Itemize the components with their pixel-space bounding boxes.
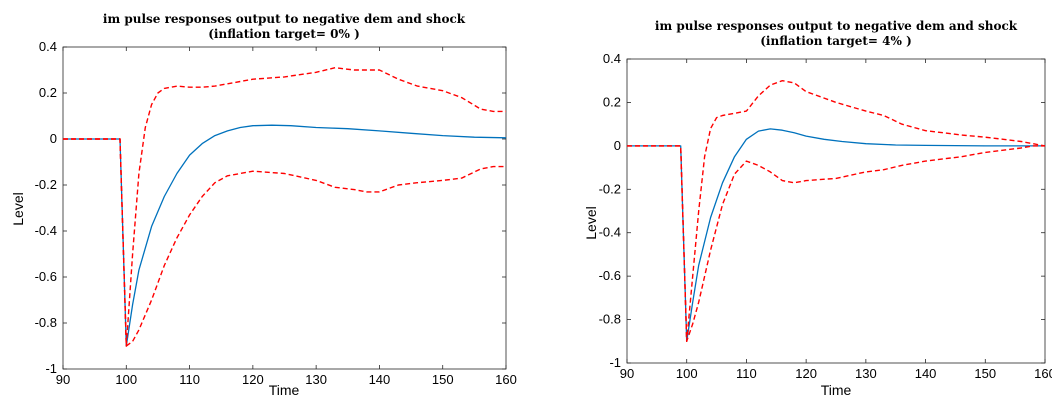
- x-tick-label: 130: [305, 372, 327, 387]
- x-tick-label: 110: [736, 366, 757, 381]
- x-tick-label: 120: [242, 372, 264, 387]
- x-tick-label: 110: [179, 372, 200, 387]
- chart-panel-left: im pulse responses output to negative de…: [10, 12, 517, 397]
- x-tick-label: 120: [795, 366, 817, 381]
- y-axis-label: Level: [583, 206, 599, 239]
- y-tick-label: -1: [45, 361, 57, 376]
- x-tick-label: 100: [676, 366, 698, 381]
- chart-subtitle: (inflation target= 0% ): [208, 27, 360, 41]
- y-tick-label: 0.4: [39, 39, 57, 54]
- confidence-band-line: [627, 145, 1045, 342]
- x-tick-label: 160: [1034, 366, 1052, 381]
- y-tick-label: 0: [614, 138, 621, 153]
- y-tick-label: -0.8: [35, 315, 57, 330]
- y-tick-label: -1: [609, 355, 621, 370]
- y-tick-label: -0.2: [599, 181, 621, 196]
- y-tick-label: 0.2: [603, 94, 621, 109]
- x-axis-label: Time: [821, 382, 852, 397]
- impulse-response-line: [63, 124, 507, 347]
- confidence-band-line: [627, 80, 1046, 342]
- x-tick-label: 160: [495, 372, 517, 387]
- plot-area: [626, 58, 1046, 364]
- plot-area: [62, 46, 507, 370]
- confidence-band-line: [63, 138, 506, 347]
- x-tick-label: 100: [115, 372, 137, 387]
- y-tick-label: -0.4: [35, 223, 57, 238]
- y-axis-label: Level: [10, 192, 26, 225]
- x-tick-label: 130: [855, 366, 877, 381]
- y-tick-label: -0.4: [599, 225, 621, 240]
- chart-title: im pulse responses output to negative de…: [655, 19, 1018, 33]
- y-tick-label: 0.2: [39, 85, 57, 100]
- y-tick-label: -0.2: [35, 177, 57, 192]
- x-tick-label: 140: [915, 366, 937, 381]
- y-tick-label: 0: [50, 131, 57, 146]
- impulse-response-line: [627, 128, 1045, 342]
- x-tick-label: 150: [974, 366, 996, 381]
- chart-subtitle: (inflation target= 4% ): [760, 34, 912, 48]
- confidence-band-line: [63, 67, 506, 347]
- x-axis-label: Time: [269, 382, 300, 397]
- x-tick-label: 90: [620, 366, 634, 381]
- y-tick-label: -0.6: [35, 269, 57, 284]
- chart-panel-right: im pulse responses output to negative de…: [583, 19, 1052, 397]
- y-tick-label: -0.8: [599, 312, 621, 327]
- x-tick-label: 90: [56, 372, 70, 387]
- x-tick-label: 140: [369, 372, 391, 387]
- x-tick-label: 150: [432, 372, 454, 387]
- y-tick-label: -0.6: [599, 268, 621, 283]
- y-tick-label: 0.4: [603, 51, 621, 66]
- chart-title: im pulse responses output to negative de…: [103, 12, 466, 26]
